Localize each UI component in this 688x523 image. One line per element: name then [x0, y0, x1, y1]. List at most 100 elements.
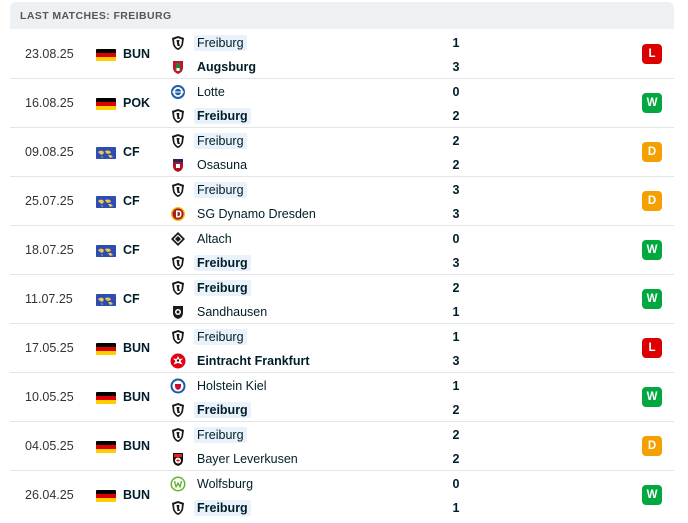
away-team-name: SG Dynamo Dresden: [197, 207, 316, 221]
match-row[interactable]: 18.07.25 CF Altach 0 Freiburg 3 W: [10, 226, 674, 275]
match-row[interactable]: 04.05.25 BUN Freiburg 2 Bayer Leverkusen 2 D: [10, 422, 674, 471]
freiburg-logo: [170, 329, 186, 345]
away-score: 2: [452, 109, 460, 123]
freiburg-logo: [170, 133, 186, 149]
competition-code: BUN: [123, 47, 151, 61]
away-score: 3: [452, 256, 460, 270]
away-score: 3: [452, 354, 460, 368]
away-team-name: Eintracht Frankfurt: [197, 354, 310, 368]
match-date: 11.07.25: [25, 292, 73, 306]
home-team[interactable]: Holstein Kiel: [170, 376, 269, 396]
away-team[interactable]: Freiburg: [170, 106, 251, 126]
home-team-name: Freiburg: [194, 280, 251, 296]
home-team[interactable]: Freiburg: [170, 131, 247, 151]
away-team[interactable]: Freiburg: [170, 400, 251, 420]
home-score: 2: [452, 134, 460, 148]
competition-code: CF: [123, 194, 140, 208]
sandhausen-logo: [170, 304, 186, 320]
result-badge: W: [642, 485, 662, 505]
competition-code: BUN: [123, 390, 151, 404]
freiburg-logo: [170, 427, 186, 443]
freiburg-logo: [170, 280, 186, 296]
home-team[interactable]: Lotte: [170, 82, 228, 102]
match-row[interactable]: 11.07.25 CF Freiburg 2 Sandhausen 1 W: [10, 275, 674, 324]
match-row[interactable]: 17.05.25 BUN Freiburg 1 Eintracht Frankfurt 3…: [10, 324, 674, 373]
match-row[interactable]: 25.07.25 CF Freiburg 3 SG Dynamo Dresden 3 D: [10, 177, 674, 226]
home-team-name: Lotte: [197, 85, 225, 99]
match-row[interactable]: 23.08.25 BUN Freiburg 1 Augsburg 3 L: [10, 30, 674, 79]
away-team[interactable]: Augsburg: [170, 57, 259, 77]
away-team[interactable]: Sandhausen: [170, 302, 270, 322]
result-badge: L: [642, 338, 662, 358]
away-team[interactable]: SG Dynamo Dresden: [170, 204, 319, 224]
competition-code: BUN: [123, 439, 151, 453]
panel-header: LAST MATCHES: FREIBURG: [10, 2, 674, 29]
home-team[interactable]: Freiburg: [170, 327, 247, 347]
match-date: 09.08.25: [25, 145, 74, 159]
away-team-name: Freiburg: [194, 108, 251, 124]
away-team-name: Freiburg: [194, 255, 251, 271]
home-team-name: Freiburg: [194, 427, 247, 443]
away-team-name: Augsburg: [197, 60, 257, 74]
freiburg-logo: [170, 35, 186, 51]
away-score: 3: [452, 207, 460, 221]
result-badge: W: [642, 289, 662, 309]
result-badge: W: [642, 387, 662, 407]
home-score: 0: [452, 232, 460, 246]
freiburg-logo: [170, 500, 186, 516]
match-row[interactable]: 16.08.25 POK Lotte 0 Freiburg 2 W: [10, 79, 674, 128]
holstein-kiel-logo: [170, 378, 186, 394]
home-team[interactable]: Freiburg: [170, 425, 247, 445]
away-score: 2: [452, 452, 460, 466]
away-team[interactable]: Eintracht Frankfurt: [170, 351, 313, 371]
home-team[interactable]: Altach: [170, 229, 235, 249]
freiburg-logo: [170, 255, 186, 271]
away-team[interactable]: Freiburg: [170, 253, 251, 273]
match-date: 10.05.25: [25, 390, 74, 404]
home-team-name: Freiburg: [194, 329, 247, 345]
home-score: 0: [452, 85, 460, 99]
away-team-name: Freiburg: [194, 500, 251, 516]
competition-code: CF: [123, 145, 140, 159]
away-team[interactable]: Bayer Leverkusen: [170, 449, 301, 469]
result-badge: D: [642, 191, 662, 211]
away-team-name: Sandhausen: [197, 305, 268, 319]
away-score: 1: [452, 305, 460, 319]
result-badge: W: [642, 240, 662, 260]
dynamo-dresden-logo: [170, 206, 186, 222]
freiburg-logo: [170, 182, 186, 198]
away-score: 2: [452, 158, 460, 172]
competition-code: CF: [123, 292, 140, 306]
home-team-name: Freiburg: [194, 182, 247, 198]
away-team[interactable]: Freiburg: [170, 498, 251, 518]
match-list: 23.08.25 BUN Freiburg 1 Augsburg 3 L 16.08.25 PO…: [10, 30, 674, 520]
home-team[interactable]: Freiburg: [170, 278, 251, 298]
home-team-name: Altach: [197, 232, 232, 246]
home-score: 1: [452, 36, 460, 50]
match-row[interactable]: 10.05.25 BUN Holstein Kiel 1 Freiburg 2 W: [10, 373, 674, 422]
home-score: 2: [452, 428, 460, 442]
home-team[interactable]: Freiburg: [170, 33, 247, 53]
home-score: 3: [452, 183, 460, 197]
result-badge: W: [642, 93, 662, 113]
home-team[interactable]: Wolfsburg: [170, 474, 256, 494]
result-badge: D: [642, 142, 662, 162]
match-row[interactable]: 09.08.25 CF Freiburg 2 Osasuna 2 D: [10, 128, 674, 177]
match-date: 18.07.25: [25, 243, 74, 257]
competition-code: POK: [123, 96, 151, 110]
home-team[interactable]: Freiburg: [170, 180, 247, 200]
away-team[interactable]: Osasuna: [170, 155, 250, 175]
away-score: 1: [452, 501, 460, 515]
competition-code: BUN: [123, 341, 151, 355]
away-team-name: Bayer Leverkusen: [197, 452, 298, 466]
home-team-name: Wolfsburg: [197, 477, 254, 491]
away-score: 2: [452, 403, 460, 417]
match-date: 23.08.25: [25, 47, 74, 61]
altach-logo: [170, 231, 186, 247]
result-badge: D: [642, 436, 662, 456]
home-score: 0: [452, 477, 460, 491]
match-row[interactable]: 26.04.25 BUN Wolfsburg 0 Freiburg 1 W: [10, 471, 674, 520]
match-date: 25.07.25: [25, 194, 74, 208]
home-score: 1: [452, 379, 460, 393]
lotte-logo: [170, 84, 186, 100]
